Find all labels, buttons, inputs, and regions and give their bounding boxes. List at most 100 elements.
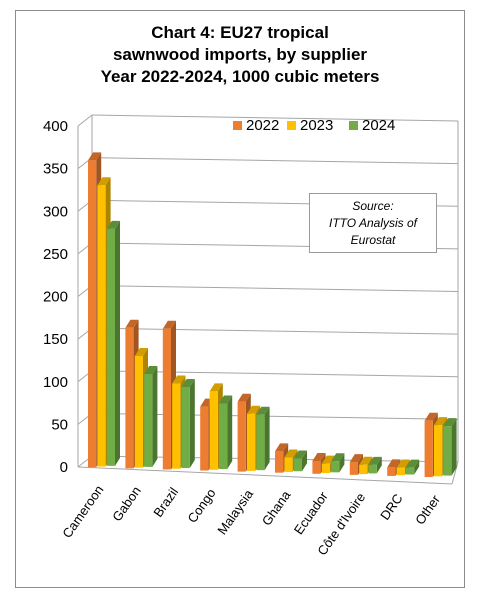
bar-front [88, 160, 97, 468]
bar-2024 [443, 418, 457, 476]
bar-front [321, 463, 330, 474]
bar-2024 [106, 220, 120, 466]
source-line-3: Eurostat [350, 233, 396, 247]
bar-top [424, 412, 438, 421]
bar-top [349, 454, 363, 463]
bar-top [406, 459, 420, 468]
bar-top [97, 177, 111, 186]
bar-top [134, 347, 148, 356]
y-tick-label: 250 [43, 246, 68, 263]
bars [88, 152, 457, 478]
x-tick-label: Congo [184, 486, 218, 526]
bar-2024 [181, 379, 195, 468]
y-tick-label: 400 [43, 118, 68, 135]
bar-side [451, 418, 457, 476]
bar-front [209, 391, 218, 470]
gridline-side [77, 114, 93, 127]
bar-top [172, 375, 186, 384]
y-tick-label: 200 [43, 289, 68, 306]
bar-front [293, 458, 302, 472]
bar-top [312, 452, 326, 461]
legend-swatch [233, 121, 242, 130]
bar-2024 [144, 365, 158, 467]
x-tick-label: DRC [377, 491, 405, 523]
bar-2024 [256, 406, 270, 471]
bar-front [349, 462, 358, 475]
chart-title-line-1: Chart 4: EU27 tropical [151, 23, 329, 42]
bar-side [189, 379, 195, 468]
legend-label: 2024 [362, 117, 395, 134]
legend-swatch [349, 121, 358, 130]
bar-front [144, 373, 153, 467]
legend: 2022 2023 2024 [233, 117, 395, 134]
floor-right-edge [451, 461, 459, 485]
bar-front [172, 383, 181, 469]
bar-front [134, 355, 143, 468]
bar-top [219, 395, 233, 404]
bar-top [359, 456, 373, 465]
bar-front [434, 425, 443, 477]
bar-side [414, 459, 420, 475]
bar-top [434, 417, 448, 426]
bar-front [275, 451, 284, 473]
source-line-2: ITTO Analysis of [328, 216, 418, 230]
bar-side [264, 406, 270, 471]
bar-top [125, 319, 139, 328]
bar-top [275, 443, 289, 452]
bar-2024 [368, 456, 382, 474]
floor-front-edge [77, 466, 453, 485]
bar-top [237, 393, 251, 402]
bar-top [443, 418, 457, 427]
x-tick-label: Gabon [109, 483, 144, 524]
chart-title-line-2: sawnwood imports, by supplier [112, 45, 368, 64]
x-tick-label: Other [412, 492, 443, 528]
bar-top [162, 320, 176, 329]
legend-swatch [287, 121, 296, 130]
bar-top [331, 453, 345, 462]
bar-top [368, 456, 382, 465]
y-tick-label: 150 [43, 331, 68, 348]
x-tick-label: Malaysia [214, 486, 256, 537]
bar-top [144, 365, 158, 374]
bar-top [247, 405, 261, 414]
source-annotation: Source: ITTO Analysis of Eurostat [309, 193, 437, 253]
legend-label: 2022 [246, 117, 279, 134]
bar-top [256, 406, 270, 415]
bar-side [115, 220, 120, 466]
bar-2024 [219, 395, 233, 470]
bar-top [396, 459, 410, 468]
bar-front [359, 464, 368, 475]
bar-top [181, 379, 195, 388]
bar-front [424, 420, 433, 478]
y-tick-label: 0 [60, 459, 68, 476]
legend-label: 2023 [300, 117, 333, 134]
bar-front [406, 467, 415, 475]
bar-2024 [293, 450, 307, 472]
bar-front [162, 328, 171, 470]
bar-front [237, 401, 246, 472]
bar-top [284, 449, 298, 458]
bar-front [200, 406, 209, 471]
bar-front [97, 185, 106, 467]
y-tick-label: 350 [43, 161, 68, 178]
bar-side [339, 453, 345, 473]
bar-side [376, 456, 382, 474]
bar-front [125, 327, 134, 469]
gridline [91, 157, 459, 165]
y-tick-labels: 0 50 100 150 200 250 300 350 400 [43, 118, 68, 476]
bar-side [302, 450, 307, 472]
x-tick-label: Brazil [150, 484, 181, 519]
bar-front [387, 467, 396, 476]
bar-top [88, 152, 102, 161]
gridline [91, 327, 459, 335]
chart-title: Chart 4: EU27 tropical sawnwood imports,… [15, 22, 465, 88]
bar-top [387, 459, 401, 468]
bar-side [227, 395, 233, 470]
bar-front [181, 387, 190, 468]
x-tick-label: Ecuador [291, 488, 331, 537]
bar-front [331, 461, 340, 473]
bar-front [312, 460, 321, 474]
bar-front [219, 403, 228, 470]
